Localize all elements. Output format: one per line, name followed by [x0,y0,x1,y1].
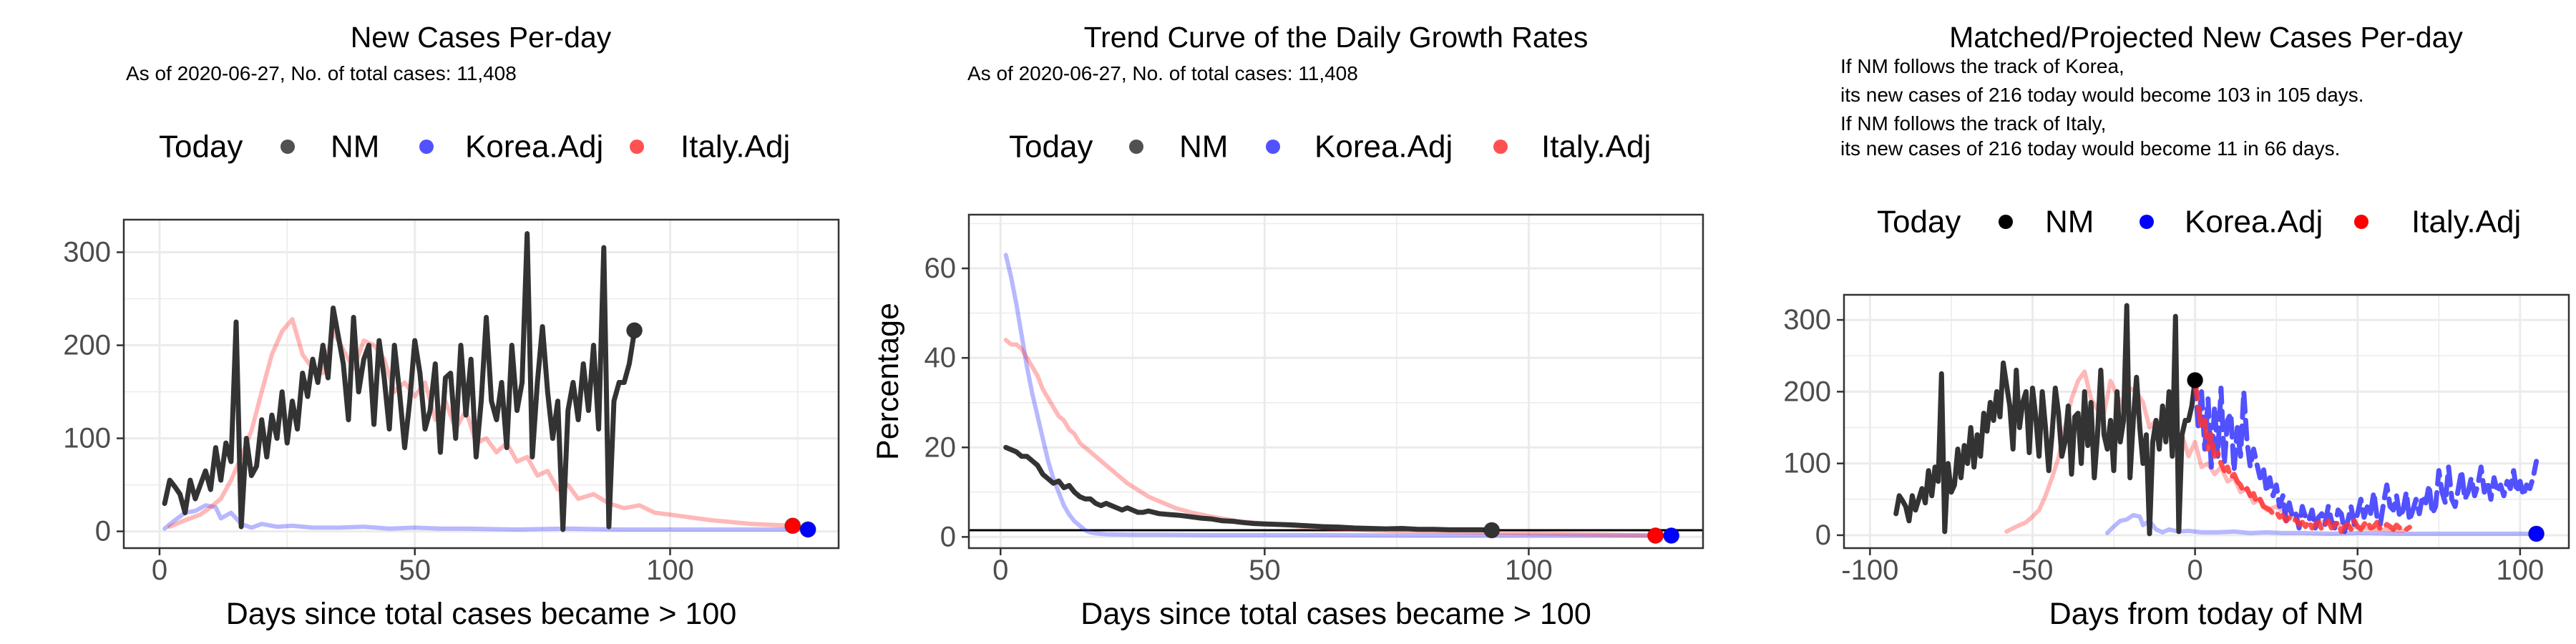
y-tick-label: 300 [1783,304,1831,336]
legend-label: NM [331,130,379,165]
annotation-line: If NM follows the track of Italy, [1840,112,2106,135]
series-line-nm [1893,303,2198,537]
legend-marker [419,140,434,154]
legend-marker [2354,215,2368,229]
series-line-nm [1003,444,1495,533]
legend-marker [280,140,295,154]
legend-title: Today [159,130,243,165]
y-tick-label: 60 [924,253,957,284]
y-tick-label: 0 [940,521,956,552]
annotation-line: its new cases of 216 today would become … [1840,84,2364,106]
x-axis-label: Days since total cases became > 100 [1080,597,1591,631]
annotation-line: its new cases of 216 today would become … [1840,137,2340,160]
legend-marker [630,140,644,154]
y-tick-label: 20 [924,431,957,463]
panel-border [122,218,840,550]
panel-border [1843,293,2570,550]
x-tick-label: 50 [1249,555,1281,586]
chart-title: Trend Curve of the Daily Growth Rates [1084,21,1589,54]
x-tick-label: -100 [1841,555,1898,586]
x-tick-label: 0 [152,555,167,586]
chart-subtitle: As of 2020-06-27, No. of total cases: 11… [967,62,1358,84]
series-group [1003,253,1674,538]
today-point [1483,522,1501,539]
x-tick-label: 100 [646,555,694,586]
today-point [2187,371,2204,389]
series-line-italy-projection [2192,377,2412,535]
x-tick-label: 0 [2187,555,2202,586]
series-line-korea-adj [2105,512,2539,536]
grid [969,215,1703,548]
y-tick-label: 0 [95,516,111,547]
y-tick-label: 200 [63,330,111,361]
y-tick-label: 100 [63,423,111,454]
legend-title: Today [1877,205,1961,240]
legend-label: NM [1179,130,1228,165]
series-line-korea-adj [162,503,811,532]
legend: Today NM Korea.Adj Italy.Adj [1877,205,2521,240]
x-tick-label: 50 [2341,555,2373,586]
series-group [1893,303,2540,537]
x-tick-label: 0 [992,555,1008,586]
y-tick-label: 300 [63,237,111,268]
y-tick-label: 40 [924,342,957,374]
grid [1844,295,2569,548]
legend-label: Italy.Adj [680,130,790,165]
legend: Today NM Korea.Adj Italy.Adj [1009,130,1651,165]
series-line-korea-adj [1003,253,1674,538]
legend-marker [1999,215,2013,229]
today-point [799,521,816,538]
x-tick-label: 50 [399,555,431,586]
y-tick-label: 0 [1815,519,1831,551]
chart-subtitle: As of 2020-06-27, No. of total cases: 11… [126,62,517,84]
legend-label: Korea.Adj [1314,130,1453,165]
y-tick-label: 100 [1783,448,1831,479]
series-group [162,231,811,532]
x-axis-label: Days from today of NM [2049,597,2364,631]
today-point [784,517,801,535]
x-tick-label: -50 [2012,555,2054,586]
legend-label: NM [2045,205,2094,240]
x-tick-label: 100 [1505,555,1553,586]
legend-marker [2140,215,2154,229]
series-line-korea-projection [2192,377,2540,535]
today-point [1663,527,1680,544]
y-tick-label: 200 [1783,376,1831,407]
legend-marker [1129,140,1143,154]
legend-title: Today [1009,130,1093,165]
panel-1: New Cases Per-day As of 2020-06-27, No. o… [63,21,840,631]
legend-label: Italy.Adj [1541,130,1651,165]
panel-2: Trend Curve of the Daily Growth Rates As … [871,21,1704,631]
legend-marker [1266,140,1280,154]
chart-title: New Cases Per-day [351,21,612,54]
legend: Today NM Korea.Adj Italy.Adj [159,130,790,165]
today-point [1647,527,1664,544]
today-point [2528,525,2545,542]
today-point [626,322,643,339]
x-axis-label: Days since total cases became > 100 [226,597,736,631]
panel-border [967,213,1704,550]
legend-marker [1493,140,1508,154]
annotation-line: If NM follows the track of Korea, [1840,55,2124,77]
series-line-nm [162,231,638,532]
y-axis-label: Percentage [871,303,905,460]
x-tick-label: 100 [2496,555,2544,586]
chart-title: Matched/Projected New Cases Per-day [1949,21,2463,54]
legend-label: Korea.Adj [465,130,603,165]
legend-label: Korea.Adj [2185,205,2323,240]
legend-label: Italy.Adj [2411,205,2521,240]
